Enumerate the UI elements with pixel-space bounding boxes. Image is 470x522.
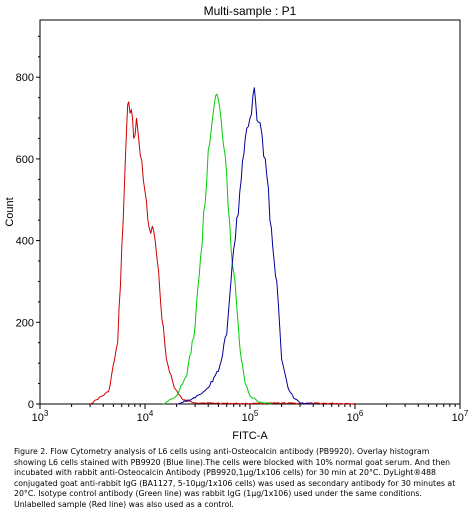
- series-line-0: [89, 101, 355, 405]
- series-line-1: [163, 93, 272, 405]
- x-tick-label: 104: [137, 409, 154, 424]
- x-tick-label: 107: [452, 409, 469, 424]
- y-tick-label: 800: [16, 72, 34, 84]
- x-tick-label: 106: [347, 409, 364, 424]
- y-tick-label: 0: [28, 399, 34, 411]
- histogram-chart: Multi-sample : P1 0 200 400 600 800 103 104 10…: [4, 4, 469, 442]
- y-tick-label: 600: [16, 154, 34, 166]
- plot-frame: [39, 19, 461, 405]
- figure-caption: Figure 2. Flow Cytometry analysis of L6 …: [14, 447, 456, 509]
- x-axis-label: FITC-A: [232, 430, 268, 442]
- x-tick-label: 103: [32, 409, 49, 424]
- y-tick-label: 200: [16, 317, 34, 329]
- series-line-2: [176, 87, 314, 405]
- x-tick-label: 105: [242, 409, 259, 424]
- y-axis-label: Count: [4, 197, 16, 226]
- chart-title: Multi-sample : P1: [204, 4, 297, 18]
- y-tick-label: 400: [16, 236, 34, 248]
